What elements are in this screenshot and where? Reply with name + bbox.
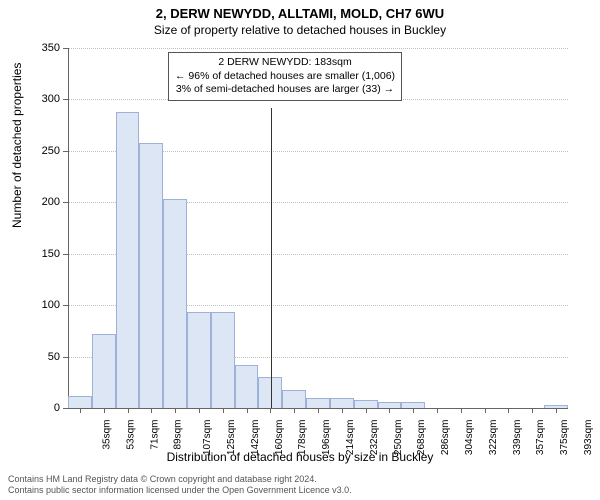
ytick-label: 0	[20, 402, 60, 414]
xtick-mark	[151, 408, 152, 413]
xtick-label: 35sqm	[101, 420, 112, 450]
histogram-bar	[211, 312, 235, 408]
histogram-bar	[68, 396, 92, 408]
xtick-mark	[80, 408, 81, 413]
ytick-label: 200	[20, 196, 60, 208]
chart-area: 05010015020025030035035sqm53sqm71sqm89sq…	[68, 48, 568, 408]
gridline	[68, 48, 568, 49]
histogram-bar	[163, 199, 187, 408]
histogram-bar	[92, 334, 116, 408]
y-axis-line	[68, 48, 69, 408]
histogram-bar	[330, 398, 354, 408]
xtick-mark	[104, 408, 105, 413]
xtick-mark	[366, 408, 367, 413]
xtick-mark	[508, 408, 509, 413]
footer-attribution: Contains HM Land Registry data © Crown c…	[8, 474, 352, 496]
annotation-line-2: ← 96% of detached houses are smaller (1,…	[175, 70, 395, 84]
histogram-bar	[116, 112, 140, 408]
plot-region: 05010015020025030035035sqm53sqm71sqm89sq…	[68, 48, 568, 408]
xtick-mark	[247, 408, 248, 413]
xtick-mark	[128, 408, 129, 413]
histogram-bar	[354, 400, 378, 408]
xtick-mark	[437, 408, 438, 413]
xtick-label: 89sqm	[173, 420, 184, 450]
histogram-bar	[139, 143, 163, 408]
x-axis-label: Distribution of detached houses by size …	[0, 450, 600, 464]
footer-line-2: Contains public sector information licen…	[8, 485, 352, 496]
ytick-label: 100	[20, 299, 60, 311]
xtick-mark	[556, 408, 557, 413]
xtick-mark	[413, 408, 414, 413]
xtick-mark	[342, 408, 343, 413]
xtick-mark	[485, 408, 486, 413]
xtick-label: 71sqm	[149, 420, 160, 450]
ytick-label: 300	[20, 93, 60, 105]
annotation-line-3: 3% of semi-detached houses are larger (3…	[175, 83, 395, 97]
xtick-mark	[461, 408, 462, 413]
xtick-mark	[294, 408, 295, 413]
page-subtitle: Size of property relative to detached ho…	[0, 21, 600, 37]
histogram-bar	[187, 312, 211, 408]
page-title: 2, DERW NEWYDD, ALLTAMI, MOLD, CH7 6WU	[0, 0, 600, 21]
xtick-mark	[389, 408, 390, 413]
xtick-mark	[199, 408, 200, 413]
histogram-bar	[235, 365, 259, 408]
ytick-label: 350	[20, 42, 60, 54]
xtick-mark	[532, 408, 533, 413]
xtick-mark	[175, 408, 176, 413]
ytick-label: 50	[20, 351, 60, 363]
xtick-mark	[318, 408, 319, 413]
annotation-line-1: 2 DERW NEWYDD: 183sqm	[175, 56, 395, 70]
xtick-mark	[270, 408, 271, 413]
xtick-label: 53sqm	[125, 420, 136, 450]
footer-line-1: Contains HM Land Registry data © Crown c…	[8, 474, 352, 485]
ytick-label: 250	[20, 145, 60, 157]
histogram-bar	[306, 398, 330, 408]
histogram-bar	[282, 390, 306, 409]
xtick-mark	[223, 408, 224, 413]
annotation-box: 2 DERW NEWYDD: 183sqm ← 96% of detached …	[168, 52, 402, 101]
reference-marker	[271, 108, 272, 408]
ytick-label: 150	[20, 248, 60, 260]
